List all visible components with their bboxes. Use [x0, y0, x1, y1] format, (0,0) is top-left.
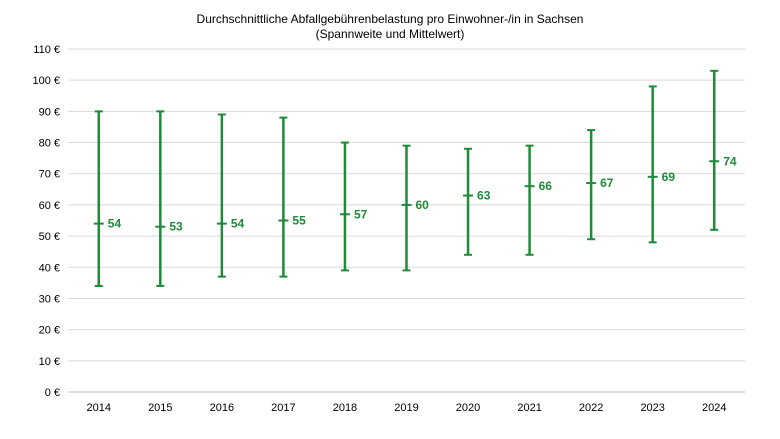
mean-data-label: 66	[539, 179, 553, 193]
y-tick-label: 20 €	[39, 325, 60, 337]
mean-data-label: 54	[108, 217, 122, 231]
x-tick-label: 2021	[517, 402, 541, 414]
x-tick-label: 2023	[640, 402, 664, 414]
y-tick-label: 0 €	[45, 387, 60, 399]
y-axis-ticks: 0 € 10 € 20 € 30 € 40 € 50 € 60 € 70 € 80 € 90 € 1…	[32, 44, 60, 399]
y-tick-label: 40 €	[39, 262, 60, 274]
mean-data-label: 74	[723, 154, 737, 168]
mean-data-label: 60	[416, 198, 430, 212]
x-axis-ticks: 2014 2015 2016 2017 2018 2019 2020 2021 2022 2023…	[87, 402, 727, 414]
y-tick-label: 80 €	[39, 138, 60, 150]
mean-data-label: 67	[600, 176, 614, 190]
y-tick-label: 90 €	[39, 106, 60, 118]
y-tick-label: 70 €	[39, 169, 60, 181]
y-tick-label: 60 €	[39, 200, 60, 212]
x-tick-label: 2014	[87, 402, 111, 414]
y-tick-label: 10 €	[39, 356, 60, 368]
y-tick-label: 50 €	[39, 231, 60, 243]
mean-data-label: 57	[354, 207, 368, 221]
y-tick-label: 30 €	[39, 293, 60, 305]
x-tick-label: 2020	[456, 402, 480, 414]
x-tick-label: 2017	[271, 402, 295, 414]
x-tick-label: 2019	[394, 402, 418, 414]
y-tick-label: 110 €	[33, 44, 60, 56]
mean-data-label: 54	[231, 217, 245, 231]
chart-subtitle: (Spannweite und Mittelwert)	[316, 27, 465, 41]
mean-data-label: 69	[662, 170, 676, 184]
x-tick-label: 2016	[210, 402, 234, 414]
x-tick-label: 2015	[148, 402, 172, 414]
mean-data-label: 55	[292, 214, 306, 228]
x-tick-label: 2018	[333, 402, 357, 414]
chart-title: Durchschnittliche Abfallgebührenbelastun…	[197, 12, 584, 26]
x-tick-label: 2024	[702, 402, 726, 414]
mean-data-label: 63	[477, 189, 491, 203]
mean-data-label: 53	[169, 220, 183, 234]
x-tick-label: 2022	[579, 402, 603, 414]
y-tick-label: 100 €	[32, 75, 60, 87]
range-marks: 54 53 54 55 57 60 63 66 67 69 74	[93, 69, 737, 287]
